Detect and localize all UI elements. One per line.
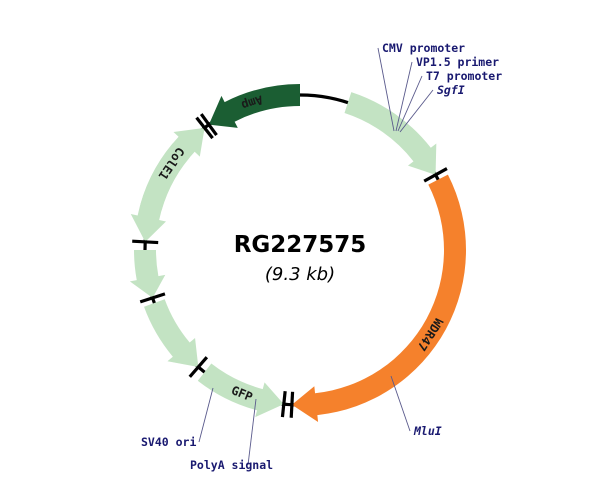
junction-tick-polya-signal [188, 356, 209, 378]
feature-cole1[interactable]: ColE1 [140, 127, 205, 211]
feature-arrow-polya-signal[interactable] [144, 299, 199, 367]
feature-cmv-promoter[interactable] [344, 92, 437, 175]
callout-label-sgfi-callout[interactable]: SgfI [437, 83, 465, 97]
junction-tick-gfp [280, 391, 287, 418]
feature-polya-signal[interactable] [144, 299, 199, 367]
feature-sv40-ori[interactable] [129, 250, 166, 298]
callout-label-polya-signal-callout[interactable]: PolyA signal [190, 458, 273, 472]
feature-arrow-cole1[interactable] [140, 127, 205, 211]
leader-line-vp15-primer-callout [395, 61, 413, 132]
feature-wdr47[interactable]: WDR47 [291, 174, 467, 423]
leader-line-polya-signal-callout [247, 398, 257, 466]
leader-line-sv40-ori-callout [198, 387, 214, 443]
leader-line-t7-promoter-callout [397, 75, 423, 132]
callout-label-cmv-promoter-callout[interactable]: CMV promoter [382, 41, 465, 55]
feature-amp[interactable]: Amp [208, 84, 300, 128]
feature-arrow-wdr47[interactable] [291, 174, 467, 423]
leader-line-sgfi-callout [399, 89, 434, 133]
junction-tick-amp [199, 113, 218, 137]
feature-label-amp: Amp [240, 93, 265, 113]
junction-tick-cmv-promoter [423, 167, 448, 183]
callout-label-mlui-callout[interactable]: MluI [413, 424, 442, 438]
callout-label-t7-promoter-callout[interactable]: T7 promoter [426, 69, 502, 83]
feature-arrow-amp[interactable] [208, 84, 300, 128]
leader-line-cmv-promoter-callout [377, 47, 395, 132]
junction-tick-sv40-ori [139, 292, 166, 304]
callout-label-sv40-ori-callout[interactable]: SV40 ori [141, 435, 196, 449]
plasmid-size: (9.3 kb) [265, 264, 335, 285]
junction-tick-cole1 [195, 116, 214, 140]
plasmid-name: RG227575 [234, 232, 367, 258]
feature-arrow-sv40-ori[interactable] [129, 250, 166, 298]
feature-gfp[interactable]: GFP [197, 363, 284, 418]
callout-label-vp15-primer-callout[interactable]: VP1.5 primer [416, 55, 499, 69]
junction-tick-wdr47 [289, 391, 295, 418]
feature-arrow-gfp[interactable] [197, 363, 284, 418]
junction-ticks-group [132, 113, 448, 418]
callout-leader-lines-group [198, 47, 434, 466]
junction-tick-neo [132, 239, 159, 245]
leader-line-mlui-callout [390, 375, 411, 432]
feature-arrow-cmv-promoter[interactable] [344, 92, 437, 175]
